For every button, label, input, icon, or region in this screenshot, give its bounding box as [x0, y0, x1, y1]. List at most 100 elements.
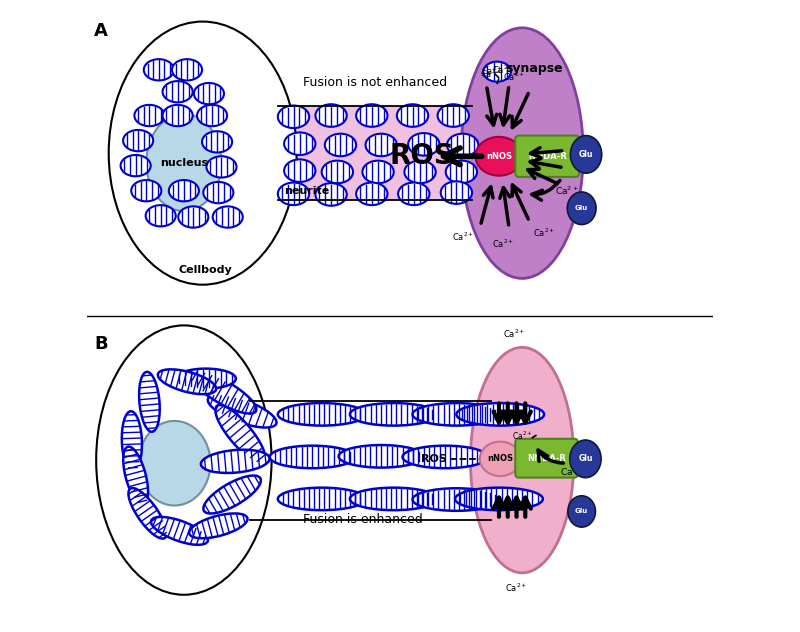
- Text: Cellbody: Cellbody: [179, 265, 233, 275]
- Text: Ca$^{2+}$: Ca$^{2+}$: [503, 70, 526, 83]
- Ellipse shape: [315, 104, 346, 127]
- Ellipse shape: [162, 81, 193, 102]
- Ellipse shape: [278, 403, 366, 425]
- Text: Ca$^{2+}$: Ca$^{2+}$: [554, 185, 578, 197]
- Ellipse shape: [402, 446, 488, 468]
- Text: ROS: ROS: [421, 454, 447, 464]
- Ellipse shape: [284, 159, 315, 182]
- Ellipse shape: [158, 369, 216, 394]
- Ellipse shape: [480, 442, 521, 476]
- Ellipse shape: [567, 192, 596, 224]
- Ellipse shape: [461, 28, 583, 279]
- Ellipse shape: [278, 488, 366, 510]
- Ellipse shape: [322, 161, 353, 183]
- Ellipse shape: [197, 105, 227, 126]
- Ellipse shape: [123, 447, 148, 505]
- Ellipse shape: [356, 183, 387, 205]
- Ellipse shape: [408, 133, 439, 155]
- Text: Glu: Glu: [575, 509, 588, 514]
- Ellipse shape: [413, 489, 500, 511]
- Ellipse shape: [203, 475, 261, 514]
- Ellipse shape: [215, 405, 265, 463]
- Text: Glu: Glu: [575, 205, 588, 211]
- Ellipse shape: [96, 325, 271, 595]
- Ellipse shape: [441, 181, 472, 204]
- Ellipse shape: [438, 104, 469, 127]
- Ellipse shape: [278, 106, 309, 128]
- Ellipse shape: [570, 440, 601, 478]
- Ellipse shape: [404, 161, 436, 183]
- Ellipse shape: [203, 182, 234, 204]
- Ellipse shape: [134, 105, 165, 126]
- Ellipse shape: [398, 183, 430, 205]
- Ellipse shape: [172, 59, 202, 80]
- Ellipse shape: [475, 137, 522, 176]
- Ellipse shape: [356, 104, 387, 127]
- Ellipse shape: [366, 134, 397, 156]
- Ellipse shape: [213, 207, 242, 228]
- Text: Fusion is enhanced: Fusion is enhanced: [302, 513, 422, 526]
- Ellipse shape: [325, 134, 356, 156]
- Ellipse shape: [176, 368, 236, 389]
- Ellipse shape: [189, 513, 247, 538]
- Ellipse shape: [362, 161, 394, 183]
- Text: Ca$^{2+}$: Ca$^{2+}$: [503, 327, 526, 340]
- Ellipse shape: [202, 131, 232, 152]
- Text: synapse: synapse: [506, 62, 563, 75]
- Text: Ca$^{2+}$: Ca$^{2+}$: [480, 68, 502, 80]
- Text: nucleus: nucleus: [160, 157, 208, 167]
- Text: Fusion is not enhanced: Fusion is not enhanced: [303, 76, 447, 89]
- Ellipse shape: [350, 403, 438, 425]
- Text: Ca$^{2+}$: Ca$^{2+}$: [560, 465, 583, 478]
- Text: A: A: [94, 21, 108, 40]
- Text: NMDA-R: NMDA-R: [528, 152, 566, 161]
- Ellipse shape: [397, 104, 428, 127]
- Text: Ca$^{2+}$: Ca$^{2+}$: [492, 64, 514, 76]
- Ellipse shape: [194, 83, 224, 104]
- Ellipse shape: [190, 371, 256, 413]
- Ellipse shape: [470, 348, 574, 573]
- Ellipse shape: [151, 517, 208, 545]
- Ellipse shape: [456, 403, 544, 425]
- Ellipse shape: [146, 114, 222, 211]
- Ellipse shape: [139, 372, 160, 432]
- Ellipse shape: [144, 59, 174, 80]
- Ellipse shape: [131, 180, 162, 202]
- Text: Glu: Glu: [578, 454, 593, 463]
- Ellipse shape: [169, 180, 199, 202]
- Ellipse shape: [568, 495, 595, 527]
- Ellipse shape: [122, 411, 142, 471]
- Ellipse shape: [123, 130, 153, 151]
- Ellipse shape: [338, 445, 424, 468]
- Ellipse shape: [178, 207, 208, 228]
- Ellipse shape: [129, 488, 166, 538]
- Ellipse shape: [284, 133, 315, 155]
- Text: nNOS: nNOS: [487, 454, 514, 463]
- Text: Ca$^{2+}$: Ca$^{2+}$: [512, 430, 533, 442]
- Ellipse shape: [162, 105, 193, 126]
- Text: Glu: Glu: [579, 150, 594, 159]
- FancyBboxPatch shape: [515, 439, 578, 478]
- Ellipse shape: [315, 183, 346, 206]
- Ellipse shape: [138, 421, 210, 506]
- Ellipse shape: [121, 155, 150, 176]
- Ellipse shape: [447, 134, 478, 156]
- Ellipse shape: [206, 156, 237, 178]
- Text: Ca$^{2+}$: Ca$^{2+}$: [453, 231, 474, 243]
- Ellipse shape: [570, 136, 602, 173]
- Text: B: B: [94, 335, 108, 353]
- Text: nNOS: nNOS: [486, 152, 512, 161]
- Text: Ca$^{2+}$: Ca$^{2+}$: [534, 227, 556, 239]
- Text: Ca$^{2+}$: Ca$^{2+}$: [492, 238, 514, 250]
- Ellipse shape: [109, 21, 297, 284]
- Text: Ca$^{2+}$: Ca$^{2+}$: [481, 64, 503, 76]
- Text: NMDA-R: NMDA-R: [527, 454, 566, 463]
- Text: Ca$^{2+}$: Ca$^{2+}$: [505, 581, 527, 594]
- Ellipse shape: [270, 446, 355, 468]
- FancyBboxPatch shape: [250, 401, 491, 520]
- Text: neurite: neurite: [284, 186, 330, 196]
- Ellipse shape: [446, 161, 477, 183]
- Ellipse shape: [146, 205, 176, 226]
- Ellipse shape: [455, 488, 543, 510]
- Ellipse shape: [483, 62, 511, 82]
